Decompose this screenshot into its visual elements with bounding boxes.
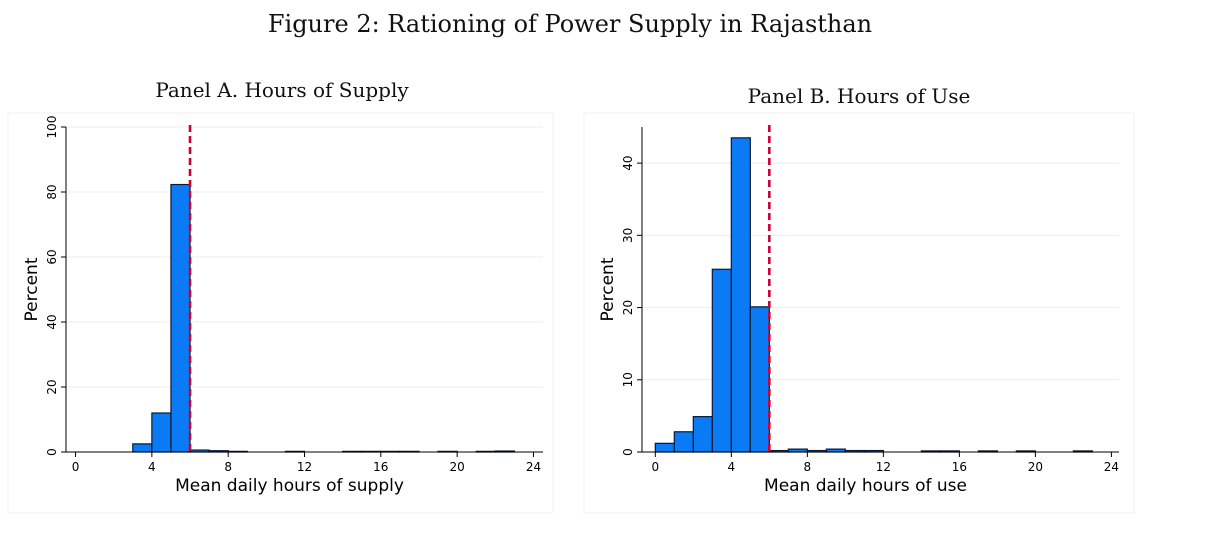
x-tick-label: 8 [804, 460, 812, 474]
x-tick-label: 4 [727, 460, 735, 474]
panel-a-title: Panel A. Hours of Supply [155, 78, 409, 102]
x-axis-title: Mean daily hours of supply [175, 476, 404, 496]
y-tick-label: 0 [621, 448, 635, 456]
x-tick-label: 16 [373, 460, 388, 474]
y-tick-label: 40 [45, 314, 59, 329]
x-tick-label: 0 [651, 460, 659, 474]
y-tick-label: 10 [621, 372, 635, 387]
figure-title: Figure 2: Rationing of Power Supply in R… [267, 10, 873, 38]
x-tick-label: 12 [297, 460, 312, 474]
x-tick-label: 8 [224, 460, 232, 474]
y-tick-label: 40 [621, 155, 635, 170]
y-tick-label: 30 [621, 228, 635, 243]
y-axis-title: Percent [598, 257, 618, 321]
histogram-bar [749, 306, 770, 453]
histogram-bar [711, 268, 732, 453]
y-tick-label: 80 [45, 184, 59, 199]
x-tick-label: 20 [449, 460, 464, 474]
y-axis-title: Percent [22, 257, 42, 321]
y-tick-label: 20 [45, 379, 59, 394]
x-tick-label: 20 [1028, 460, 1043, 474]
histogram-bar [132, 443, 153, 453]
histogram-bar [151, 412, 172, 453]
panel-b-chart: 0 10 20 30 40 0 4 8 12 16 20 24 Mean daily hours of … [583, 112, 1135, 514]
y-tick-label: 0 [45, 448, 59, 456]
panel-b-title: Panel B. Hours of Use [747, 84, 971, 108]
panel-a-chart: 0 20 40 60 80 100 0 4 8 12 16 20 24 Mean daily hours … [7, 112, 554, 514]
x-tick-label: 12 [876, 460, 891, 474]
x-tick-label: 24 [1104, 460, 1119, 474]
histogram-bar [730, 137, 751, 453]
x-tick-label: 4 [148, 460, 156, 474]
x-axis-title: Mean daily hours of use [764, 476, 967, 496]
y-tick-label: 100 [45, 116, 59, 139]
y-tick-label: 20 [621, 300, 635, 315]
x-tick-label: 16 [952, 460, 967, 474]
histogram-bar [170, 183, 191, 453]
plot-region [7, 112, 554, 514]
histogram-bar [654, 442, 675, 453]
histogram-bar [692, 416, 713, 453]
y-tick-label: 60 [45, 249, 59, 264]
x-tick-label: 0 [72, 460, 80, 474]
x-tick-label: 24 [526, 460, 541, 474]
plot-region [583, 112, 1135, 514]
histogram-bar [673, 431, 694, 453]
